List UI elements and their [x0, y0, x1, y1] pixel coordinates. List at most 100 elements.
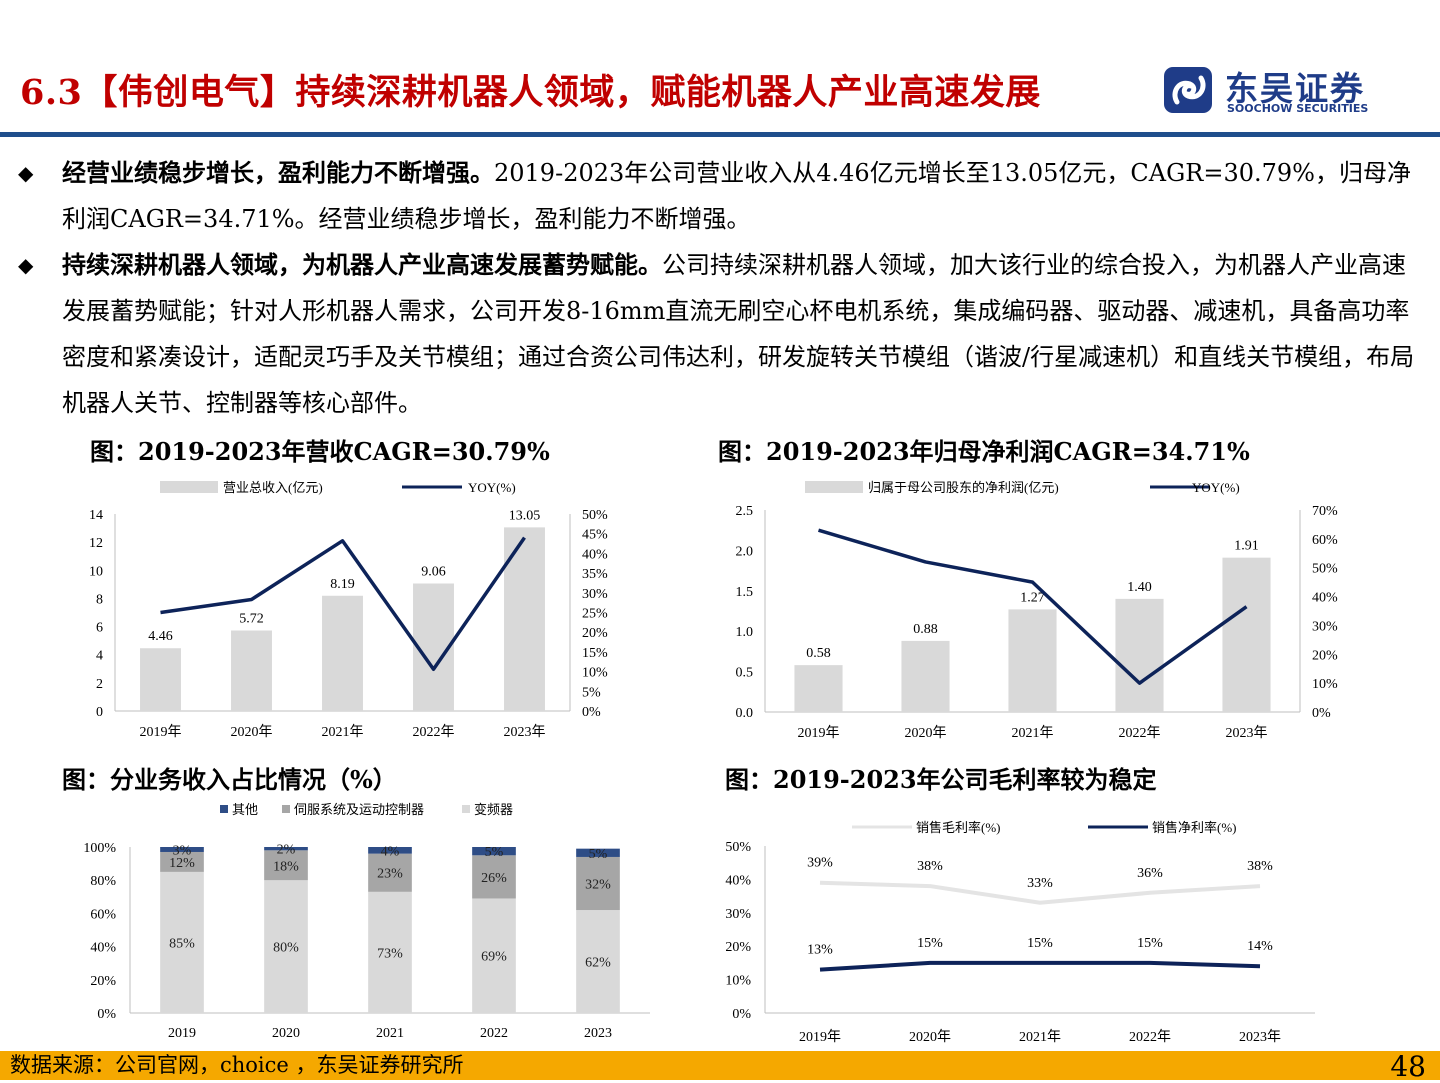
- page-number: 48: [1390, 1050, 1426, 1083]
- data-label: 38%: [1247, 859, 1273, 874]
- stacked-segment: [368, 847, 412, 854]
- segment-label: 23%: [377, 867, 403, 882]
- x-tick-label: 2019: [168, 1026, 196, 1041]
- y2-tick-label: 40%: [1312, 591, 1338, 606]
- stacked-segment: [472, 898, 516, 1013]
- company-logo: 东吴证券 SOOCHOW SECURITIES: [1163, 66, 1393, 116]
- net-margin-line: [819, 960, 1261, 972]
- page-title: 6.3【伟创电气】持续深耕机器人领域，赋能机器人产业高速发展: [20, 72, 1041, 113]
- y-tick-label: 1.0: [736, 625, 754, 640]
- data-source: 数据来源：公司官网，choice ，东吴证券研究所: [10, 1053, 464, 1077]
- y-tick-label: 40%: [90, 941, 116, 956]
- legend-label: 其他: [232, 802, 258, 817]
- x-tick-label: 2023: [584, 1026, 612, 1041]
- data-label: 0.88: [913, 622, 938, 637]
- y-tick-label: 50%: [725, 840, 751, 855]
- x-tick-label: 2021年: [1012, 725, 1054, 741]
- legend-label: 销售毛利率(%): [916, 820, 1001, 835]
- legend-bar-swatch: [160, 481, 218, 493]
- x-tick-label: 2022年: [1119, 725, 1161, 741]
- stacked-segment: [264, 847, 308, 851]
- bar: [901, 640, 950, 712]
- y-tick-label: 2.0: [736, 544, 754, 559]
- chart-title-net-profit: 图：2019-2023年归母净利润CAGR=34.71%: [718, 437, 1250, 466]
- segment-label: 5%: [485, 845, 504, 860]
- data-label: 15%: [1137, 936, 1163, 951]
- diamond-icon: ◆: [18, 253, 34, 277]
- x-tick-label: 2020: [272, 1026, 300, 1041]
- y2-tick-label: 10%: [582, 666, 608, 681]
- y2-tick-label: 50%: [1312, 562, 1338, 577]
- y2-tick-label: 60%: [1312, 533, 1338, 548]
- yoy-series-line: [818, 528, 1248, 685]
- data-label: 9.06: [421, 565, 446, 580]
- y-tick-label: 60%: [90, 907, 116, 922]
- segment-label: 73%: [377, 946, 403, 961]
- bullet-heading: 持续深耕机器人领域，为机器人产业高速发展蓄势赋能。: [62, 250, 662, 279]
- stacked-segment: [264, 850, 308, 881]
- y2-tick-label: 70%: [1312, 504, 1338, 519]
- y2-tick-label: 20%: [582, 626, 608, 641]
- x-tick-label: 2021: [376, 1026, 404, 1041]
- stacked-segment: [160, 871, 204, 1013]
- y2-tick-label: 30%: [582, 587, 608, 602]
- y2-tick-label: 25%: [582, 607, 608, 622]
- bar: [1115, 598, 1164, 712]
- data-label: 33%: [1027, 876, 1053, 891]
- data-label: 14%: [1247, 939, 1273, 954]
- x-tick-label: 2019年: [140, 724, 182, 740]
- y2-tick-label: 30%: [1312, 619, 1338, 634]
- diamond-icon: ◆: [18, 161, 34, 185]
- data-label: 38%: [917, 859, 943, 874]
- y2-tick-label: 15%: [582, 646, 608, 661]
- gross-margin-line: [819, 880, 1261, 905]
- legend-swatch: [282, 805, 290, 813]
- legend-line-label: YOY(%): [1192, 480, 1240, 495]
- x-tick-label: 2023年: [1239, 1029, 1281, 1045]
- data-label: 13%: [807, 943, 833, 958]
- footer-bar: 数据来源：公司官网，choice ，东吴证券研究所 48: [0, 1050, 1440, 1083]
- logo-chinese-name: 东吴证券: [1225, 69, 1365, 108]
- stacked-segment: [264, 880, 308, 1013]
- data-label: 1.40: [1127, 580, 1152, 595]
- segment-label: 3%: [173, 843, 192, 858]
- data-label: 1.91: [1234, 539, 1259, 554]
- bullet-text: 2019-2023年公司营业收入从4.46亿元增长至13.05亿元，CAGR=3…: [62, 159, 1411, 233]
- data-label: 1.27: [1020, 590, 1045, 605]
- y-tick-label: 100%: [83, 841, 116, 856]
- stacked-segment: [368, 853, 412, 892]
- y2-tick-label: 50%: [582, 508, 608, 523]
- margin-chart: 销售毛利率(%) 销售净利率(%) 0% 10% 20% 30% 40% 50% 2019年 20…: [725, 820, 1315, 1045]
- legend-label: 销售净利率(%): [1152, 820, 1237, 835]
- segment-label: 85%: [169, 936, 195, 951]
- y-tick-label: 4: [96, 649, 103, 664]
- x-tick-label: 2020年: [231, 724, 273, 740]
- x-tick-label: 2022年: [1129, 1029, 1171, 1045]
- x-tick-label: 2020年: [905, 725, 947, 741]
- chart-title-revenue: 图：2019-2023年营收CAGR=30.79%: [90, 437, 550, 466]
- stacked-segment: [576, 848, 620, 857]
- y2-tick-label: 35%: [582, 567, 608, 582]
- x-tick-label: 2019年: [798, 725, 840, 741]
- data-label: 15%: [1027, 936, 1053, 951]
- bar: [504, 527, 545, 711]
- header-rule: [0, 132, 1440, 137]
- y-tick-label: 0%: [97, 1007, 116, 1022]
- y-tick-label: 0: [96, 705, 103, 720]
- data-label: 8.19: [330, 577, 355, 592]
- bullet-text: 公司持续深耕机器人领域，加大该行业的综合投入，为机器人产业高速发展蓄势赋能；针对…: [62, 251, 1415, 417]
- legend-swatch: [220, 805, 228, 813]
- y-tick-label: 40%: [725, 873, 751, 888]
- y-tick-label: 1.5: [736, 585, 754, 600]
- bullet-list: ◆ 经营业绩稳步增长，盈利能力不断增强。2019-2023年公司营业收入从4.46…: [18, 150, 1428, 426]
- bullet-item: ◆ 持续深耕机器人领域，为机器人产业高速发展蓄势赋能。公司持续深耕机器人领域，加大…: [18, 242, 1428, 426]
- y-tick-label: 6: [96, 621, 103, 636]
- segment-label: 80%: [273, 941, 299, 956]
- y2-tick-label: 5%: [582, 685, 601, 700]
- bar: [322, 595, 363, 711]
- y-tick-label: 12: [89, 536, 103, 551]
- bullet-item: ◆ 经营业绩稳步增长，盈利能力不断增强。2019-2023年公司营业收入从4.46…: [18, 150, 1428, 242]
- bullet-heading: 经营业绩稳步增长，盈利能力不断增强。: [62, 158, 494, 187]
- revenue-chart: 营业总收入(亿元) YOY(%) 0 2 4 6 8 10 12 14 0% 5% 10% 15% 20% 2…: [89, 480, 608, 740]
- segment-label: 32%: [585, 878, 611, 893]
